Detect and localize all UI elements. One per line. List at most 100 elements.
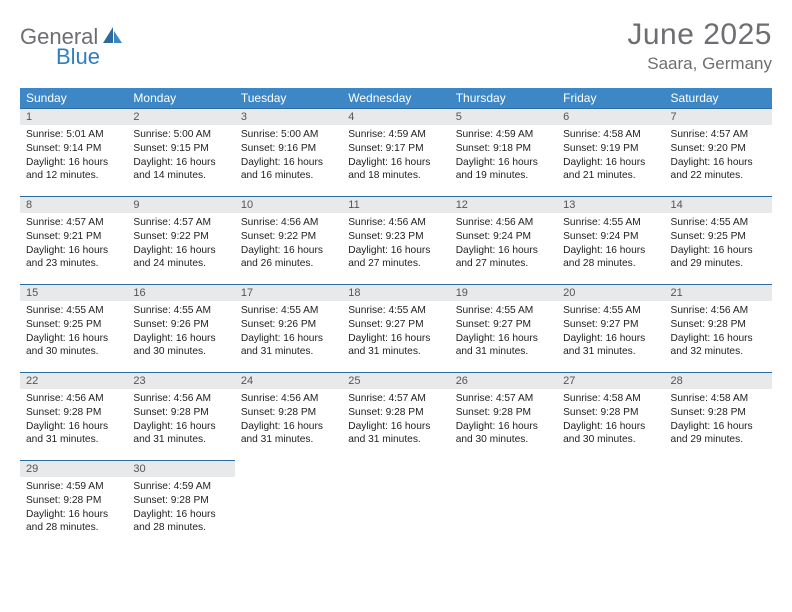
- day-details: Sunrise: 4:59 AMSunset: 9:17 PMDaylight:…: [342, 125, 449, 187]
- calendar-cell: 2Sunrise: 5:00 AMSunset: 9:15 PMDaylight…: [127, 108, 234, 196]
- day-details: Sunrise: 4:57 AMSunset: 9:20 PMDaylight:…: [665, 125, 772, 187]
- calendar-cell: 22Sunrise: 4:56 AMSunset: 9:28 PMDayligh…: [20, 372, 127, 460]
- calendar-cell: 11Sunrise: 4:56 AMSunset: 9:23 PMDayligh…: [342, 196, 449, 284]
- day-number: 18: [342, 284, 449, 301]
- day-details: Sunrise: 4:56 AMSunset: 9:24 PMDaylight:…: [450, 213, 557, 275]
- day-number: 5: [450, 108, 557, 125]
- calendar-cell: 5Sunrise: 4:59 AMSunset: 9:18 PMDaylight…: [450, 108, 557, 196]
- day-number: 10: [235, 196, 342, 213]
- day-details: Sunrise: 4:57 AMSunset: 9:21 PMDaylight:…: [20, 213, 127, 275]
- calendar-cell: 4Sunrise: 4:59 AMSunset: 9:17 PMDaylight…: [342, 108, 449, 196]
- calendar-cell: 29Sunrise: 4:59 AMSunset: 9:28 PMDayligh…: [20, 460, 127, 548]
- day-number: 1: [20, 108, 127, 125]
- day-details: Sunrise: 4:55 AMSunset: 9:26 PMDaylight:…: [235, 301, 342, 363]
- month-title: June 2025: [627, 18, 772, 52]
- day-number: 21: [665, 284, 772, 301]
- calendar-cell: 26Sunrise: 4:57 AMSunset: 9:28 PMDayligh…: [450, 372, 557, 460]
- day-details: Sunrise: 4:56 AMSunset: 9:28 PMDaylight:…: [235, 389, 342, 451]
- day-details: Sunrise: 4:59 AMSunset: 9:28 PMDaylight:…: [127, 477, 234, 539]
- calendar-cell: [450, 460, 557, 548]
- day-details: Sunrise: 4:59 AMSunset: 9:28 PMDaylight:…: [20, 477, 127, 539]
- day-number: 6: [557, 108, 664, 125]
- calendar-cell: 18Sunrise: 4:55 AMSunset: 9:27 PMDayligh…: [342, 284, 449, 372]
- title-block: June 2025 Saara, Germany: [627, 18, 772, 74]
- calendar-cell: 23Sunrise: 4:56 AMSunset: 9:28 PMDayligh…: [127, 372, 234, 460]
- calendar-week-row: 1Sunrise: 5:01 AMSunset: 9:14 PMDaylight…: [20, 108, 772, 196]
- calendar-cell: 25Sunrise: 4:57 AMSunset: 9:28 PMDayligh…: [342, 372, 449, 460]
- calendar-cell: 21Sunrise: 4:56 AMSunset: 9:28 PMDayligh…: [665, 284, 772, 372]
- calendar-cell: [665, 460, 772, 548]
- day-details: Sunrise: 4:55 AMSunset: 9:25 PMDaylight:…: [20, 301, 127, 363]
- day-details: Sunrise: 4:55 AMSunset: 9:26 PMDaylight:…: [127, 301, 234, 363]
- calendar-table: SundayMondayTuesdayWednesdayThursdayFrid…: [20, 88, 772, 548]
- day-number: 20: [557, 284, 664, 301]
- calendar-cell: 28Sunrise: 4:58 AMSunset: 9:28 PMDayligh…: [665, 372, 772, 460]
- day-details: Sunrise: 4:57 AMSunset: 9:28 PMDaylight:…: [450, 389, 557, 451]
- weekday-header: Friday: [557, 88, 664, 108]
- day-details: Sunrise: 4:57 AMSunset: 9:28 PMDaylight:…: [342, 389, 449, 451]
- day-number: 30: [127, 460, 234, 477]
- day-number: 19: [450, 284, 557, 301]
- calendar-cell: 9Sunrise: 4:57 AMSunset: 9:22 PMDaylight…: [127, 196, 234, 284]
- day-number: 8: [20, 196, 127, 213]
- calendar-cell: 30Sunrise: 4:59 AMSunset: 9:28 PMDayligh…: [127, 460, 234, 548]
- day-details: Sunrise: 4:58 AMSunset: 9:28 PMDaylight:…: [665, 389, 772, 451]
- day-details: Sunrise: 4:58 AMSunset: 9:19 PMDaylight:…: [557, 125, 664, 187]
- calendar-cell: 15Sunrise: 4:55 AMSunset: 9:25 PMDayligh…: [20, 284, 127, 372]
- day-details: Sunrise: 5:01 AMSunset: 9:14 PMDaylight:…: [20, 125, 127, 187]
- day-details: Sunrise: 4:56 AMSunset: 9:28 PMDaylight:…: [665, 301, 772, 363]
- calendar-cell: 24Sunrise: 4:56 AMSunset: 9:28 PMDayligh…: [235, 372, 342, 460]
- logo-text-blue: Blue: [56, 44, 100, 69]
- logo-sail-icon: [102, 25, 124, 50]
- day-number: 3: [235, 108, 342, 125]
- day-number: 23: [127, 372, 234, 389]
- calendar-cell: 12Sunrise: 4:56 AMSunset: 9:24 PMDayligh…: [450, 196, 557, 284]
- calendar-cell: 3Sunrise: 5:00 AMSunset: 9:16 PMDaylight…: [235, 108, 342, 196]
- calendar-cell: 6Sunrise: 4:58 AMSunset: 9:19 PMDaylight…: [557, 108, 664, 196]
- logo-subtext-wrap: Blue: [20, 44, 100, 70]
- calendar-cell: [342, 460, 449, 548]
- calendar-body: 1Sunrise: 5:01 AMSunset: 9:14 PMDaylight…: [20, 108, 772, 548]
- day-number: 13: [557, 196, 664, 213]
- day-number: 27: [557, 372, 664, 389]
- day-details: Sunrise: 4:56 AMSunset: 9:28 PMDaylight:…: [20, 389, 127, 451]
- calendar-cell: 13Sunrise: 4:55 AMSunset: 9:24 PMDayligh…: [557, 196, 664, 284]
- calendar-header-row: SundayMondayTuesdayWednesdayThursdayFrid…: [20, 88, 772, 108]
- day-details: Sunrise: 5:00 AMSunset: 9:16 PMDaylight:…: [235, 125, 342, 187]
- calendar-cell: 19Sunrise: 4:55 AMSunset: 9:27 PMDayligh…: [450, 284, 557, 372]
- day-details: Sunrise: 4:57 AMSunset: 9:22 PMDaylight:…: [127, 213, 234, 275]
- day-number: 22: [20, 372, 127, 389]
- day-details: Sunrise: 4:55 AMSunset: 9:25 PMDaylight:…: [665, 213, 772, 275]
- day-number: 12: [450, 196, 557, 213]
- day-details: Sunrise: 4:55 AMSunset: 9:27 PMDaylight:…: [342, 301, 449, 363]
- day-number: 17: [235, 284, 342, 301]
- day-number: 28: [665, 372, 772, 389]
- calendar-cell: 10Sunrise: 4:56 AMSunset: 9:22 PMDayligh…: [235, 196, 342, 284]
- day-number: 25: [342, 372, 449, 389]
- calendar-cell: 7Sunrise: 4:57 AMSunset: 9:20 PMDaylight…: [665, 108, 772, 196]
- day-number: 4: [342, 108, 449, 125]
- calendar-cell: 1Sunrise: 5:01 AMSunset: 9:14 PMDaylight…: [20, 108, 127, 196]
- calendar-cell: [557, 460, 664, 548]
- day-details: Sunrise: 4:55 AMSunset: 9:27 PMDaylight:…: [557, 301, 664, 363]
- day-number: 15: [20, 284, 127, 301]
- calendar-week-row: 22Sunrise: 4:56 AMSunset: 9:28 PMDayligh…: [20, 372, 772, 460]
- weekday-header: Saturday: [665, 88, 772, 108]
- day-number: 16: [127, 284, 234, 301]
- day-number: 26: [450, 372, 557, 389]
- weekday-header: Thursday: [450, 88, 557, 108]
- calendar-cell: 20Sunrise: 4:55 AMSunset: 9:27 PMDayligh…: [557, 284, 664, 372]
- day-number: 29: [20, 460, 127, 477]
- calendar-cell: 16Sunrise: 4:55 AMSunset: 9:26 PMDayligh…: [127, 284, 234, 372]
- calendar-week-row: 29Sunrise: 4:59 AMSunset: 9:28 PMDayligh…: [20, 460, 772, 548]
- day-details: Sunrise: 4:56 AMSunset: 9:22 PMDaylight:…: [235, 213, 342, 275]
- calendar-cell: 27Sunrise: 4:58 AMSunset: 9:28 PMDayligh…: [557, 372, 664, 460]
- weekday-header: Monday: [127, 88, 234, 108]
- location: Saara, Germany: [627, 54, 772, 74]
- day-details: Sunrise: 4:58 AMSunset: 9:28 PMDaylight:…: [557, 389, 664, 451]
- calendar-week-row: 8Sunrise: 4:57 AMSunset: 9:21 PMDaylight…: [20, 196, 772, 284]
- calendar-week-row: 15Sunrise: 4:55 AMSunset: 9:25 PMDayligh…: [20, 284, 772, 372]
- day-details: Sunrise: 4:56 AMSunset: 9:28 PMDaylight:…: [127, 389, 234, 451]
- day-number: 9: [127, 196, 234, 213]
- day-details: Sunrise: 4:56 AMSunset: 9:23 PMDaylight:…: [342, 213, 449, 275]
